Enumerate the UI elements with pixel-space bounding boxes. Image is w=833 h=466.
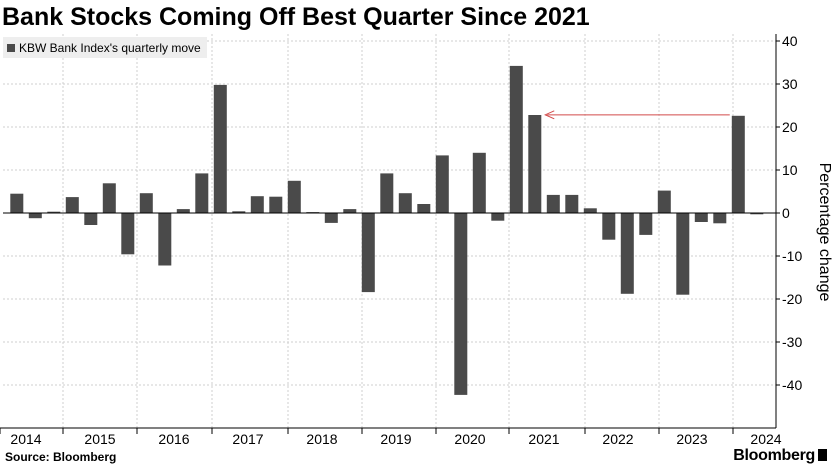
x-tick-label: 2022	[602, 431, 633, 447]
bar	[417, 204, 431, 213]
bar	[324, 213, 338, 223]
bar	[583, 208, 597, 213]
bar	[602, 213, 616, 240]
y-tick-label: -20	[782, 291, 802, 307]
bar	[158, 213, 172, 266]
y-tick-label: -40	[782, 377, 802, 393]
bar	[343, 209, 357, 213]
bloomberg-logo: Bloomberg	[733, 446, 827, 466]
bar	[121, 213, 135, 255]
bar	[65, 197, 79, 213]
bar	[620, 213, 634, 294]
x-tick-label: 2016	[158, 431, 189, 447]
y-tick-label: -30	[782, 334, 802, 350]
x-tick-label: 2024	[750, 431, 781, 447]
y-tick-label: 0	[782, 205, 790, 221]
x-tick-label: 2023	[676, 431, 707, 447]
bar	[287, 180, 301, 214]
bar	[528, 115, 542, 213]
bar	[676, 213, 690, 295]
annotation-arrow	[544, 110, 730, 120]
bar	[750, 213, 764, 215]
bar	[491, 213, 505, 221]
y-tick-label: 30	[782, 76, 798, 92]
bar	[380, 173, 394, 213]
source-note: Source: Bloomberg	[5, 450, 117, 464]
gridlines	[3, 34, 776, 428]
bar	[139, 193, 153, 213]
bar	[565, 194, 579, 213]
bar	[398, 193, 412, 213]
x-tick-label: 2019	[380, 431, 411, 447]
x-tick-label: 2020	[454, 431, 485, 447]
x-tick-label: 2015	[84, 431, 115, 447]
legend: KBW Bank Index's quarterly move	[3, 37, 207, 58]
y-tick-label: -10	[782, 248, 802, 264]
x-tick-label: 2021	[528, 431, 559, 447]
bar	[731, 115, 745, 213]
x-tick-label: 2014	[10, 431, 41, 447]
bars	[10, 65, 764, 395]
chart-title: Bank Stocks Coming Off Best Quarter Sinc…	[2, 3, 590, 31]
bar	[28, 213, 42, 219]
tick-labels: 40 30 20 10 0 -10 -20 -30 -40 2014 2015 2016 2017 201…	[0, 33, 802, 447]
bar	[657, 190, 671, 213]
y-tick-label: 40	[782, 33, 798, 49]
arrow-head	[544, 110, 555, 120]
bar	[509, 65, 523, 214]
bar	[713, 213, 727, 224]
y-tick-label: 20	[782, 119, 798, 135]
x-tick-label: 2017	[232, 431, 263, 447]
legend-swatch	[7, 43, 15, 52]
bar	[176, 209, 190, 213]
bar	[435, 155, 449, 213]
bar	[10, 193, 24, 213]
axes	[0, 34, 777, 429]
bar	[694, 213, 708, 222]
legend-label: KBW Bank Index's quarterly move	[19, 40, 201, 55]
bar	[102, 183, 116, 213]
x-tick-label: 2018	[306, 431, 337, 447]
bar	[84, 213, 98, 225]
bar	[47, 211, 61, 213]
y-tick-label: 10	[782, 162, 798, 178]
brand-label: Bloomberg	[733, 447, 815, 464]
bar	[250, 196, 264, 213]
bar	[269, 196, 283, 213]
bar	[232, 211, 246, 213]
bloomberg-mark-icon	[818, 449, 827, 461]
bar	[195, 173, 209, 213]
bar	[546, 194, 560, 213]
y-axis-label: Percentage change	[816, 163, 833, 302]
bar	[639, 213, 653, 235]
bar	[361, 213, 375, 293]
bar	[213, 84, 227, 214]
bar	[454, 213, 468, 395]
bar	[472, 152, 486, 213]
